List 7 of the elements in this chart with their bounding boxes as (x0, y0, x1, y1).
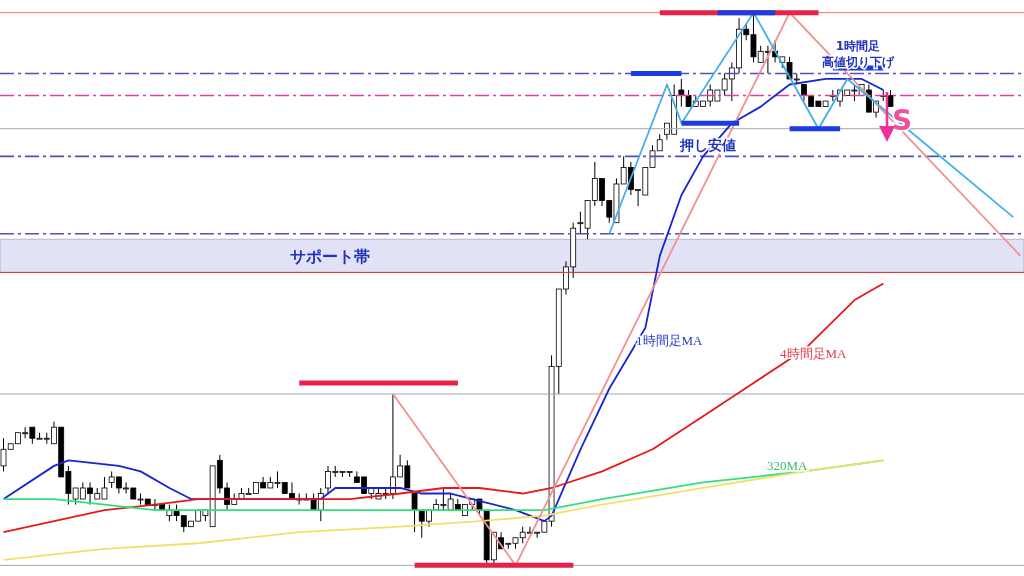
candlestick (678, 78, 685, 108)
annotation: 1時間足 (835, 39, 881, 53)
candlestick (411, 493, 418, 533)
annotation: 高値切り下げ (822, 55, 895, 69)
series-label: 320MA (767, 458, 809, 473)
series-label: 1時間足MA (636, 333, 704, 348)
band-label: サポート帯 (290, 246, 370, 266)
